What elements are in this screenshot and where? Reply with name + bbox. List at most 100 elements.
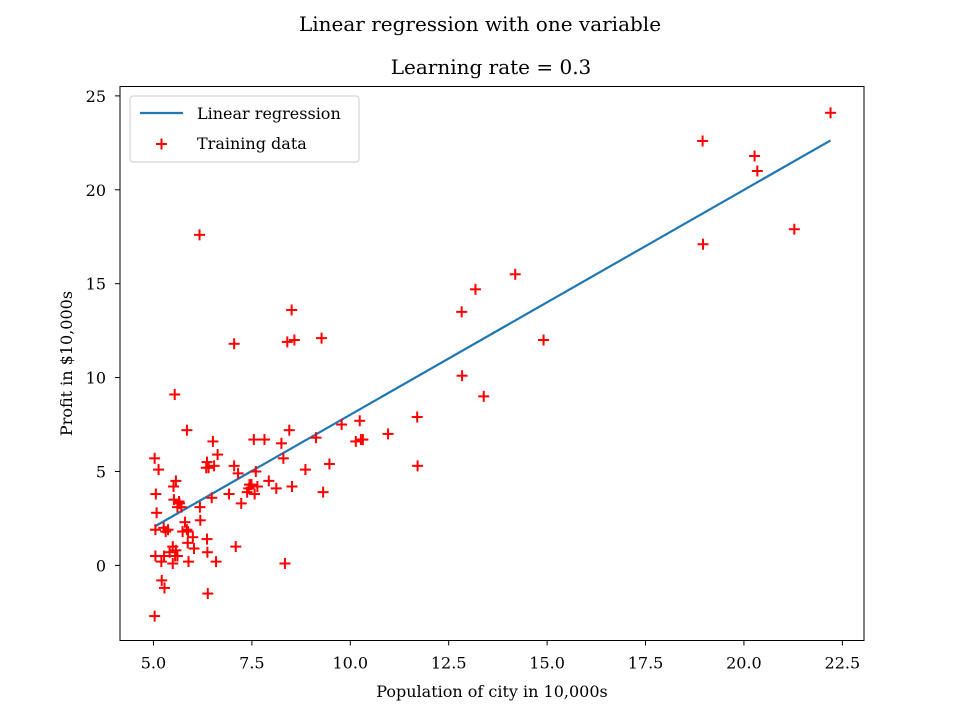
data-point — [156, 574, 168, 586]
data-point — [288, 334, 300, 346]
data-point — [751, 165, 763, 177]
data-point — [168, 494, 180, 506]
data-point — [697, 135, 709, 147]
data-point — [181, 524, 193, 536]
data-point — [478, 390, 490, 402]
y-tick-label: 20 — [86, 181, 106, 200]
x-axis: 5.0 7.5 10.0 12.5 15.0 17.5 20.0 22.5 — [141, 640, 860, 673]
data-point — [456, 370, 468, 382]
plot-area — [149, 107, 837, 622]
data-point — [182, 556, 194, 568]
y-tick-label: 0 — [96, 556, 106, 575]
data-point — [281, 336, 293, 348]
data-point — [158, 582, 170, 594]
data-point — [357, 434, 369, 446]
x-tick-label: 17.5 — [628, 654, 664, 673]
data-point — [316, 332, 328, 344]
regression-line — [154, 139, 832, 528]
data-point — [310, 432, 322, 444]
data-point — [245, 479, 257, 491]
data-point — [277, 452, 289, 464]
data-point — [149, 550, 161, 562]
data-point — [354, 415, 366, 427]
y-axis: 0 5 10 15 20 25 — [86, 87, 120, 575]
data-point — [223, 488, 235, 500]
data-point — [162, 524, 174, 536]
data-point — [194, 501, 206, 513]
data-point — [182, 526, 194, 538]
data-point — [249, 488, 261, 500]
data-point — [208, 460, 220, 472]
chart-title: Learning rate = 0.3 — [391, 55, 592, 79]
y-tick-label: 15 — [86, 275, 106, 294]
x-tick-label: 20.0 — [726, 654, 762, 673]
data-point — [153, 464, 165, 476]
data-point — [279, 558, 291, 570]
data-point — [283, 424, 295, 436]
data-point — [251, 481, 263, 493]
data-point — [263, 475, 275, 487]
data-point — [228, 338, 240, 350]
data-point — [749, 150, 761, 162]
legend-box — [129, 95, 360, 163]
x-tick-label: 12.5 — [431, 654, 467, 673]
data-point — [411, 411, 423, 423]
data-point — [155, 556, 167, 568]
data-point — [232, 467, 244, 479]
x-tick-label: 5.0 — [141, 654, 166, 673]
data-point — [182, 537, 194, 549]
data-point — [194, 229, 206, 241]
x-axis-label: Population of city in 10,000s — [376, 682, 608, 701]
data-point — [248, 434, 260, 446]
data-point — [150, 488, 162, 500]
data-point — [275, 437, 287, 449]
legend-label-regression: Linear regression — [197, 104, 341, 123]
data-point — [149, 452, 161, 464]
data-point — [181, 424, 193, 436]
data-point — [825, 107, 837, 119]
data-point — [188, 542, 200, 554]
legend-plus-marker — [156, 138, 167, 150]
data-point — [270, 482, 282, 494]
data-point — [258, 434, 270, 446]
data-point — [201, 546, 213, 558]
data-point — [169, 388, 181, 400]
data-point — [317, 486, 329, 498]
data-point — [201, 533, 213, 545]
x-tick-label: 15.0 — [529, 654, 565, 673]
data-point — [201, 456, 213, 468]
y-tick-label: 25 — [86, 87, 106, 106]
data-point — [697, 238, 709, 250]
data-point — [170, 544, 182, 556]
data-point — [350, 435, 362, 447]
data-point — [469, 283, 481, 295]
axes-frame — [119, 86, 865, 641]
x-tick-label: 7.5 — [239, 654, 264, 673]
data-point — [286, 304, 298, 316]
data-point — [171, 550, 183, 562]
data-point — [788, 223, 800, 235]
data-point — [456, 306, 468, 318]
data-point — [230, 541, 242, 553]
data-point — [164, 546, 176, 558]
legend: Linear regression Training data — [129, 95, 360, 163]
data-point — [299, 464, 311, 476]
y-tick-label: 5 — [96, 462, 106, 481]
data-point — [203, 462, 215, 474]
data-point — [210, 556, 222, 568]
legend-label-training: Training data — [197, 134, 307, 153]
data-point — [235, 497, 247, 509]
data-point — [286, 481, 298, 493]
data-point — [187, 531, 199, 543]
data-point — [171, 501, 183, 513]
data-point — [170, 475, 182, 487]
data-point — [250, 465, 262, 477]
data-point — [149, 524, 161, 536]
data-point — [382, 428, 394, 440]
data-point — [206, 492, 218, 504]
data-point — [173, 496, 185, 508]
figure-suptitle: Linear regression with one variable — [299, 12, 661, 36]
data-point — [323, 458, 335, 470]
data-point — [194, 514, 206, 526]
